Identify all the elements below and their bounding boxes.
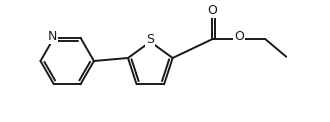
- Text: O: O: [234, 30, 244, 43]
- Text: N: N: [48, 30, 57, 43]
- Text: S: S: [146, 33, 154, 46]
- Text: O: O: [207, 4, 217, 17]
